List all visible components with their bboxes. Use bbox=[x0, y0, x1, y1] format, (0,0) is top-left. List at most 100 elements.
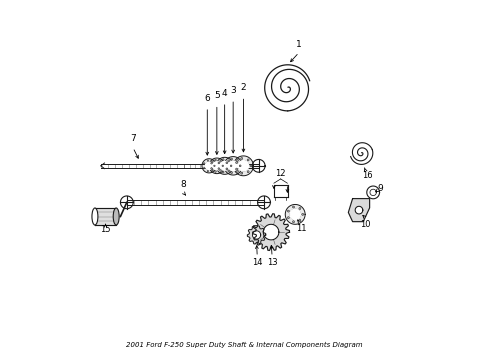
Polygon shape bbox=[300, 216, 304, 217]
Polygon shape bbox=[285, 210, 290, 212]
Polygon shape bbox=[227, 168, 231, 172]
Polygon shape bbox=[241, 156, 243, 161]
Polygon shape bbox=[238, 170, 241, 175]
Polygon shape bbox=[212, 168, 215, 170]
Polygon shape bbox=[243, 156, 244, 161]
Polygon shape bbox=[285, 212, 289, 213]
Polygon shape bbox=[212, 165, 216, 166]
Polygon shape bbox=[211, 168, 214, 171]
Polygon shape bbox=[296, 205, 298, 210]
Polygon shape bbox=[237, 170, 240, 174]
Text: 2001 Ford F-250 Super Duty Shaft & Internal Components Diagram: 2001 Ford F-250 Super Duty Shaft & Inter… bbox=[126, 342, 362, 348]
Polygon shape bbox=[216, 167, 220, 168]
Polygon shape bbox=[244, 156, 245, 161]
Polygon shape bbox=[224, 166, 228, 167]
Polygon shape bbox=[202, 164, 205, 165]
Polygon shape bbox=[245, 170, 249, 174]
Polygon shape bbox=[207, 170, 208, 173]
Polygon shape bbox=[218, 170, 220, 173]
Polygon shape bbox=[209, 162, 213, 164]
Polygon shape bbox=[212, 163, 215, 165]
Polygon shape bbox=[237, 168, 241, 170]
Circle shape bbox=[203, 163, 204, 164]
Polygon shape bbox=[233, 166, 238, 167]
Polygon shape bbox=[211, 161, 214, 163]
Polygon shape bbox=[286, 217, 290, 220]
Polygon shape bbox=[202, 166, 205, 167]
Polygon shape bbox=[247, 168, 252, 171]
Polygon shape bbox=[214, 158, 215, 162]
Polygon shape bbox=[228, 168, 232, 170]
Polygon shape bbox=[291, 219, 293, 224]
Polygon shape bbox=[229, 157, 231, 162]
Polygon shape bbox=[220, 168, 223, 170]
Polygon shape bbox=[207, 170, 208, 173]
Polygon shape bbox=[205, 169, 207, 172]
Polygon shape bbox=[226, 158, 229, 162]
Polygon shape bbox=[238, 166, 242, 167]
Polygon shape bbox=[225, 170, 226, 174]
Circle shape bbox=[287, 217, 289, 219]
Polygon shape bbox=[230, 157, 231, 161]
Polygon shape bbox=[298, 218, 302, 222]
Polygon shape bbox=[220, 163, 224, 165]
Polygon shape bbox=[212, 162, 215, 164]
Polygon shape bbox=[221, 170, 223, 174]
Polygon shape bbox=[347, 199, 369, 222]
Polygon shape bbox=[216, 165, 220, 166]
Polygon shape bbox=[220, 168, 223, 170]
Polygon shape bbox=[217, 168, 221, 171]
Polygon shape bbox=[299, 216, 304, 219]
Polygon shape bbox=[211, 159, 214, 163]
Polygon shape bbox=[243, 171, 244, 176]
Polygon shape bbox=[300, 214, 305, 215]
Polygon shape bbox=[244, 171, 245, 176]
Polygon shape bbox=[216, 166, 220, 167]
Polygon shape bbox=[288, 219, 291, 222]
Polygon shape bbox=[285, 213, 289, 214]
Polygon shape bbox=[226, 170, 229, 173]
Polygon shape bbox=[247, 159, 250, 162]
Polygon shape bbox=[202, 167, 205, 168]
Polygon shape bbox=[228, 163, 232, 165]
Polygon shape bbox=[202, 167, 205, 168]
Polygon shape bbox=[285, 210, 290, 212]
Polygon shape bbox=[202, 167, 205, 168]
Polygon shape bbox=[224, 167, 228, 169]
Circle shape bbox=[236, 159, 238, 161]
Polygon shape bbox=[237, 162, 241, 164]
Polygon shape bbox=[236, 169, 240, 172]
Polygon shape bbox=[226, 159, 229, 162]
Polygon shape bbox=[224, 157, 225, 161]
Polygon shape bbox=[224, 170, 225, 174]
Polygon shape bbox=[217, 158, 218, 162]
Polygon shape bbox=[218, 160, 221, 163]
Polygon shape bbox=[241, 156, 242, 161]
Polygon shape bbox=[220, 158, 222, 162]
Polygon shape bbox=[235, 159, 239, 163]
Polygon shape bbox=[285, 215, 289, 217]
Polygon shape bbox=[204, 169, 206, 172]
Polygon shape bbox=[211, 168, 214, 171]
Polygon shape bbox=[216, 163, 220, 165]
Polygon shape bbox=[228, 161, 231, 163]
Circle shape bbox=[240, 157, 242, 159]
Polygon shape bbox=[229, 170, 231, 174]
Polygon shape bbox=[224, 170, 225, 174]
Polygon shape bbox=[221, 165, 224, 166]
Polygon shape bbox=[220, 168, 223, 171]
Polygon shape bbox=[225, 168, 229, 172]
Polygon shape bbox=[248, 167, 253, 168]
Polygon shape bbox=[299, 208, 303, 211]
Polygon shape bbox=[226, 159, 229, 163]
Circle shape bbox=[298, 219, 300, 221]
Polygon shape bbox=[248, 163, 252, 165]
Polygon shape bbox=[212, 165, 216, 166]
Polygon shape bbox=[228, 157, 231, 162]
Polygon shape bbox=[226, 170, 228, 174]
Polygon shape bbox=[224, 157, 225, 161]
Polygon shape bbox=[297, 206, 301, 210]
Polygon shape bbox=[225, 157, 226, 162]
Circle shape bbox=[214, 171, 216, 172]
Polygon shape bbox=[204, 160, 206, 163]
